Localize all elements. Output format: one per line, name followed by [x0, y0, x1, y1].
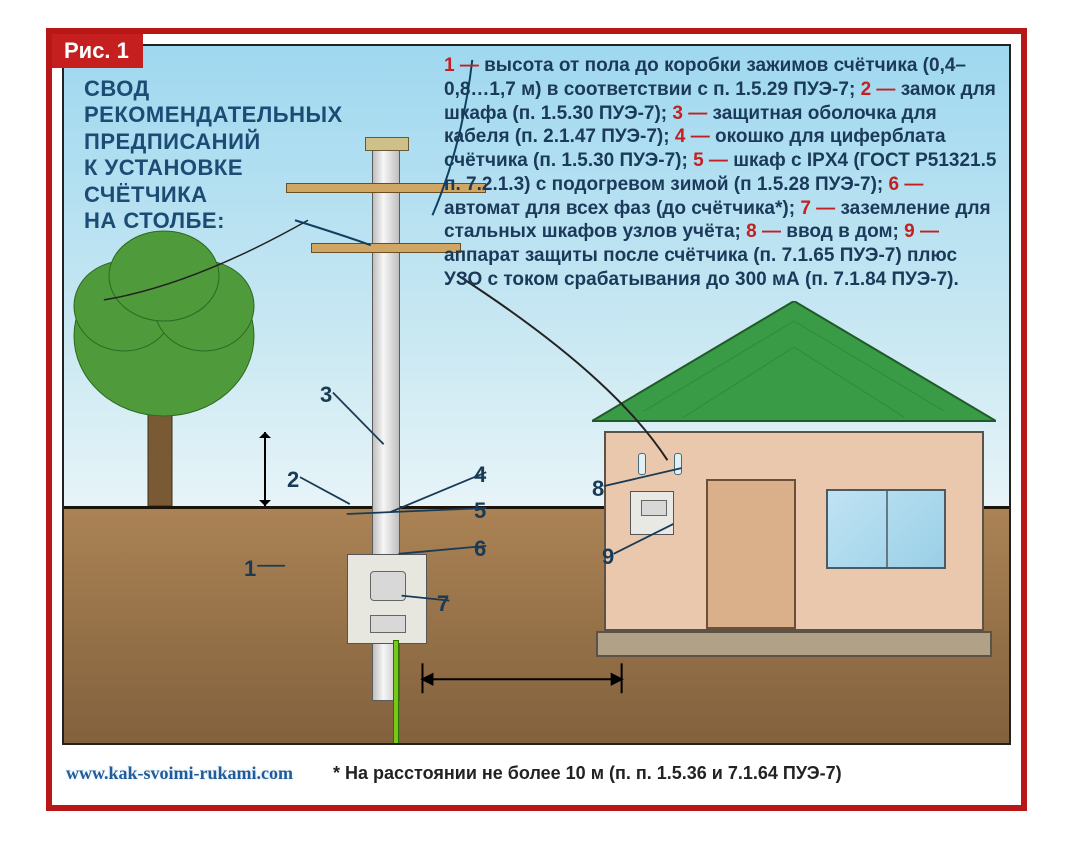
house-wall — [604, 431, 984, 631]
foundation — [596, 631, 992, 657]
callout-6: 6 — [474, 536, 486, 562]
source-url: www.kak-svoimi-rukami.com — [62, 763, 293, 784]
legend-block: 1 — высота от пола до коробки зажимов сч… — [444, 54, 997, 292]
crossarm-lower — [311, 243, 461, 253]
footnote-text: * На расстоянии не более 10 м (п. п. 1.5… — [333, 763, 842, 784]
cabinet-window — [370, 571, 406, 601]
indoor-panel — [630, 491, 674, 535]
house — [604, 321, 984, 631]
callout-9: 9 — [602, 544, 614, 570]
callout-7: 7 — [437, 591, 449, 617]
callout-3: 3 — [320, 382, 332, 408]
roof-icon — [592, 301, 996, 431]
callout-5: 5 — [474, 498, 486, 524]
heading-text: СВОД РЕКОМЕНДАТЕЛЬНЫХ ПРЕДПИСАНИЙ К УСТА… — [84, 76, 384, 234]
cabinet-breaker — [370, 615, 406, 633]
ground-wire — [393, 640, 399, 745]
footer-bar: www.kak-svoimi-rukami.com * На расстояни… — [62, 749, 1011, 797]
tree-icon — [62, 206, 274, 506]
meter-cabinet — [347, 554, 427, 644]
callout-1: 1 — [244, 556, 256, 582]
entry-insulators — [638, 453, 682, 475]
height-arrow-icon — [264, 432, 266, 506]
callout-8: 8 — [592, 476, 604, 502]
callout-2: 2 — [287, 467, 299, 493]
window — [826, 489, 946, 569]
door — [706, 479, 796, 629]
figure-frame: Рис. 1 СВОД РЕКОМЕНДАТЕЛЬНЫХ ПРЕДПИСАНИЙ… — [46, 28, 1027, 811]
callout-4: 4 — [474, 462, 486, 488]
diagram-scene: СВОД РЕКОМЕНДАТЕЛЬНЫХ ПРЕДПИСАНИЙ К УСТА… — [62, 44, 1011, 745]
figure-label: Рис. 1 — [52, 34, 143, 68]
